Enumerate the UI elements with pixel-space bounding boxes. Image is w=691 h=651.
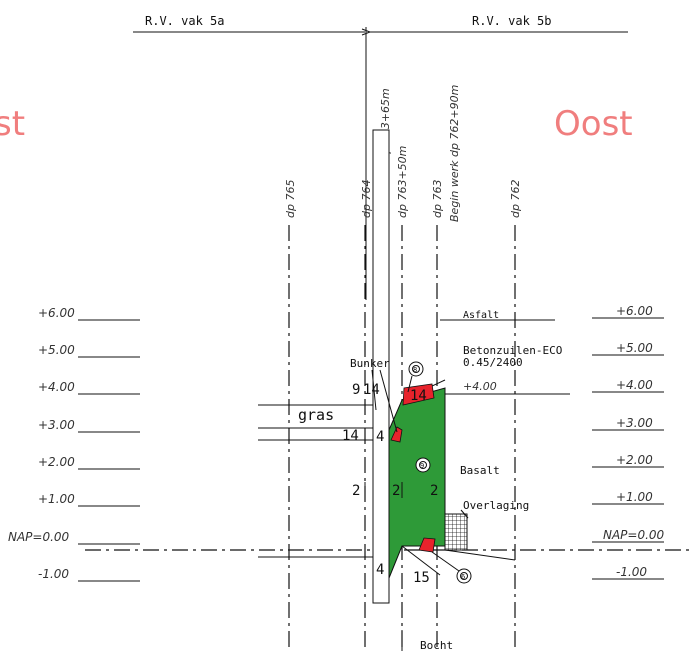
marker-15: 15 xyxy=(413,570,430,586)
betonzuilen-spec: 0.45/2400 xyxy=(463,356,523,369)
level-right-plus5: +5.00 xyxy=(616,341,653,355)
level-right-plus6: +6.00 xyxy=(616,304,653,318)
header-arrow xyxy=(361,28,372,36)
level-left-plus5: +5.00 xyxy=(38,343,75,357)
level-right-plus2: +2.00 xyxy=(616,453,653,467)
level-left-plus4: +4.00 xyxy=(38,380,75,394)
level-left-plus1: +1.00 xyxy=(38,492,75,506)
toe-line-right xyxy=(444,549,516,561)
bunker-label: Bunker xyxy=(350,357,390,370)
level-left-plus2: +2.00 xyxy=(38,455,75,469)
level-right-minus1: -1.00 xyxy=(616,565,647,579)
west-direction-label: st xyxy=(0,104,25,144)
basalt-label: Basalt xyxy=(460,464,500,477)
bunker-leader-2 xyxy=(379,369,398,433)
toe-line-left xyxy=(401,545,441,576)
chainage-dp765: dp 765 xyxy=(284,180,297,218)
level-left-plus6: +6.00 xyxy=(38,306,75,320)
bunker-leader xyxy=(371,369,377,411)
section-label-right: R.V. vak 5b xyxy=(472,14,551,28)
marker-2-right: 2 xyxy=(430,483,438,499)
red-patch-middle xyxy=(390,426,403,443)
level-left-minus1: -1.00 xyxy=(38,567,69,581)
level-right-plus4: +4.00 xyxy=(616,378,653,392)
crest-level-label: +4.00 xyxy=(463,380,497,393)
marker-2-left: 2 xyxy=(352,483,360,499)
marker-9: 9 xyxy=(352,382,360,398)
level-right-plus3: +3.00 xyxy=(616,416,653,430)
marker-4-top: 4 xyxy=(376,429,384,445)
level-lines-left xyxy=(78,319,140,582)
section-label-left: R.V. vak 5a xyxy=(145,14,224,28)
chainage-dp764: dp 764 xyxy=(360,180,373,218)
chainage-begin-werk: Begin werk dp 762+90m xyxy=(448,85,461,222)
circle-label-top: 8 xyxy=(413,366,417,374)
asfalt-label: Asfalt xyxy=(463,310,499,321)
marker-2-mid: 2 xyxy=(392,483,400,499)
circle-marker-middle xyxy=(415,457,431,473)
bocht-label: Bocht xyxy=(420,639,453,651)
level-right-nap: NAP=0.00 xyxy=(603,528,665,542)
chainage-dp763: dp 763 xyxy=(431,180,444,218)
level-right-plus1: +1.00 xyxy=(616,490,653,504)
circle-marker-top xyxy=(408,361,424,377)
level-left-plus3: +3.00 xyxy=(38,418,75,432)
red-patch-bottom xyxy=(418,537,436,553)
circle-marker-bottom xyxy=(456,568,472,584)
dike-column-einde xyxy=(372,129,390,604)
overlaging-label: Overlaging xyxy=(463,499,529,512)
overlaging-grid xyxy=(444,513,468,551)
circle-label-middle: 9 xyxy=(420,462,424,470)
marker-14-left: 14 xyxy=(342,428,359,444)
chainage-dp762: dp 762 xyxy=(509,180,522,218)
level-lines-right xyxy=(592,317,664,580)
east-direction-label: Oost xyxy=(554,104,633,144)
marker-4-bottom: 4 xyxy=(376,562,384,578)
marker-14-top: 14 xyxy=(363,382,380,398)
overlaging-leader xyxy=(460,509,469,519)
level-left-nap: NAP=0.00 xyxy=(8,530,70,544)
red-patch-top xyxy=(402,383,435,406)
gras-label: gras xyxy=(298,406,334,424)
chainage-dp763-50: dp 763+50m xyxy=(396,146,409,218)
circle-label-bottom: 6 xyxy=(461,573,465,581)
betonzuilen-label: Betonzuilen-ECO xyxy=(463,344,562,357)
marker-14-red: 14 xyxy=(410,388,427,404)
